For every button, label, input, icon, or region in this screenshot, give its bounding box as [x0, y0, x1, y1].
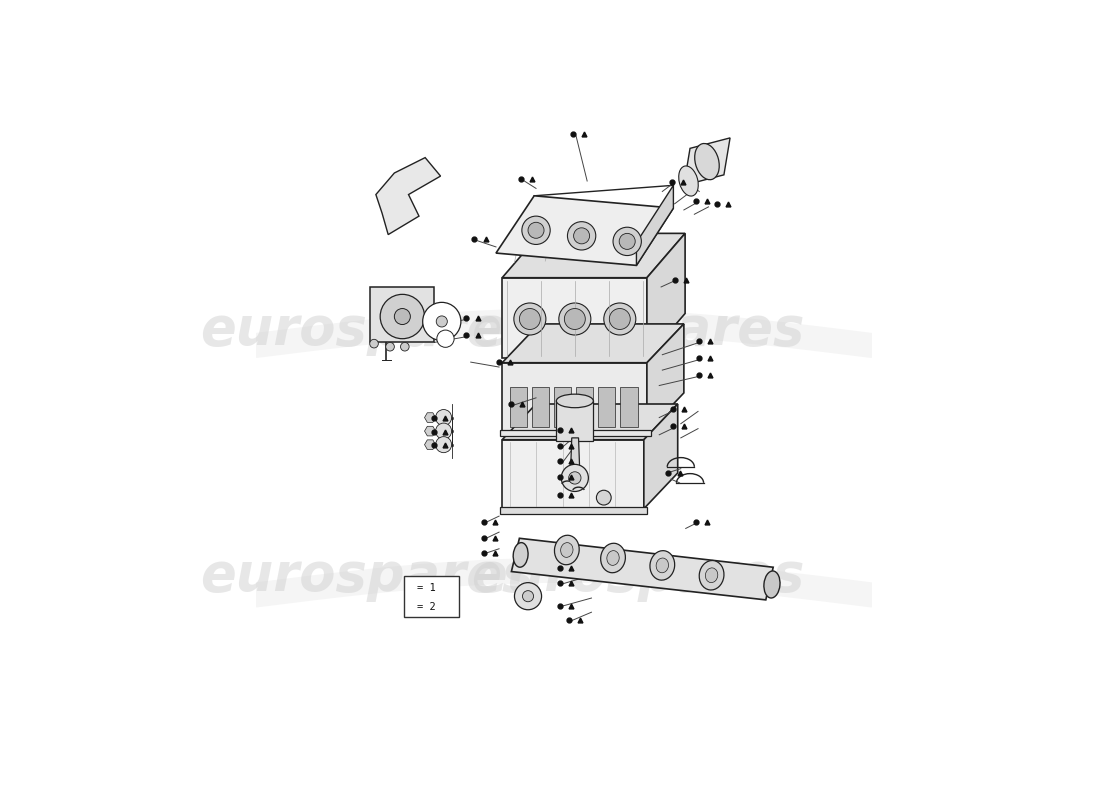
- Bar: [554, 387, 571, 427]
- Bar: [557, 400, 593, 441]
- Circle shape: [604, 303, 636, 335]
- Ellipse shape: [695, 143, 719, 180]
- Polygon shape: [644, 404, 678, 509]
- Text: eurospares: eurospares: [200, 550, 534, 602]
- Circle shape: [514, 303, 546, 335]
- Text: eurospares: eurospares: [471, 304, 804, 356]
- Polygon shape: [425, 413, 436, 422]
- Polygon shape: [571, 438, 580, 472]
- Bar: [500, 507, 647, 514]
- Text: eurospares: eurospares: [200, 304, 534, 356]
- Circle shape: [609, 309, 630, 330]
- Bar: [598, 387, 616, 427]
- Ellipse shape: [561, 542, 573, 558]
- Polygon shape: [502, 324, 684, 362]
- Ellipse shape: [679, 166, 699, 196]
- Circle shape: [381, 294, 425, 338]
- Polygon shape: [425, 426, 436, 436]
- Circle shape: [400, 342, 409, 351]
- Ellipse shape: [656, 558, 669, 573]
- Circle shape: [519, 309, 540, 330]
- Circle shape: [528, 222, 544, 238]
- Circle shape: [436, 423, 452, 439]
- Circle shape: [422, 302, 461, 341]
- Ellipse shape: [557, 394, 593, 408]
- Polygon shape: [496, 196, 673, 266]
- Circle shape: [521, 216, 550, 245]
- Ellipse shape: [705, 568, 718, 582]
- Polygon shape: [647, 324, 684, 432]
- Circle shape: [596, 490, 612, 505]
- Polygon shape: [647, 234, 685, 358]
- Ellipse shape: [763, 571, 780, 598]
- Polygon shape: [425, 440, 436, 450]
- Polygon shape: [512, 538, 773, 600]
- Ellipse shape: [650, 550, 674, 580]
- Circle shape: [394, 309, 410, 325]
- Circle shape: [437, 330, 454, 347]
- Text: = 2: = 2: [417, 602, 436, 612]
- Bar: [509, 387, 527, 427]
- Polygon shape: [684, 138, 730, 186]
- Polygon shape: [502, 278, 647, 358]
- Circle shape: [573, 228, 590, 244]
- Circle shape: [522, 590, 534, 602]
- Bar: [404, 577, 459, 617]
- Circle shape: [559, 303, 591, 335]
- Ellipse shape: [700, 561, 724, 590]
- Text: = 1: = 1: [417, 582, 436, 593]
- Circle shape: [619, 234, 635, 250]
- Ellipse shape: [554, 535, 580, 565]
- Circle shape: [386, 342, 395, 351]
- Ellipse shape: [601, 543, 626, 573]
- Circle shape: [437, 316, 448, 327]
- Circle shape: [515, 582, 541, 610]
- Circle shape: [569, 472, 581, 484]
- Circle shape: [436, 437, 452, 453]
- Polygon shape: [502, 404, 678, 440]
- Circle shape: [568, 222, 596, 250]
- Bar: [370, 287, 434, 342]
- Circle shape: [370, 339, 378, 348]
- Circle shape: [613, 227, 641, 255]
- Circle shape: [436, 410, 452, 426]
- Ellipse shape: [514, 542, 528, 567]
- Text: eurospares: eurospares: [471, 550, 804, 602]
- Bar: [620, 387, 638, 427]
- Polygon shape: [376, 158, 440, 234]
- Circle shape: [564, 309, 585, 330]
- Ellipse shape: [607, 550, 619, 566]
- Polygon shape: [502, 234, 685, 278]
- Polygon shape: [637, 186, 673, 266]
- Polygon shape: [502, 362, 647, 432]
- Circle shape: [561, 464, 588, 491]
- Bar: [500, 430, 650, 436]
- Polygon shape: [502, 440, 644, 509]
- Bar: [531, 387, 549, 427]
- Bar: [576, 387, 593, 427]
